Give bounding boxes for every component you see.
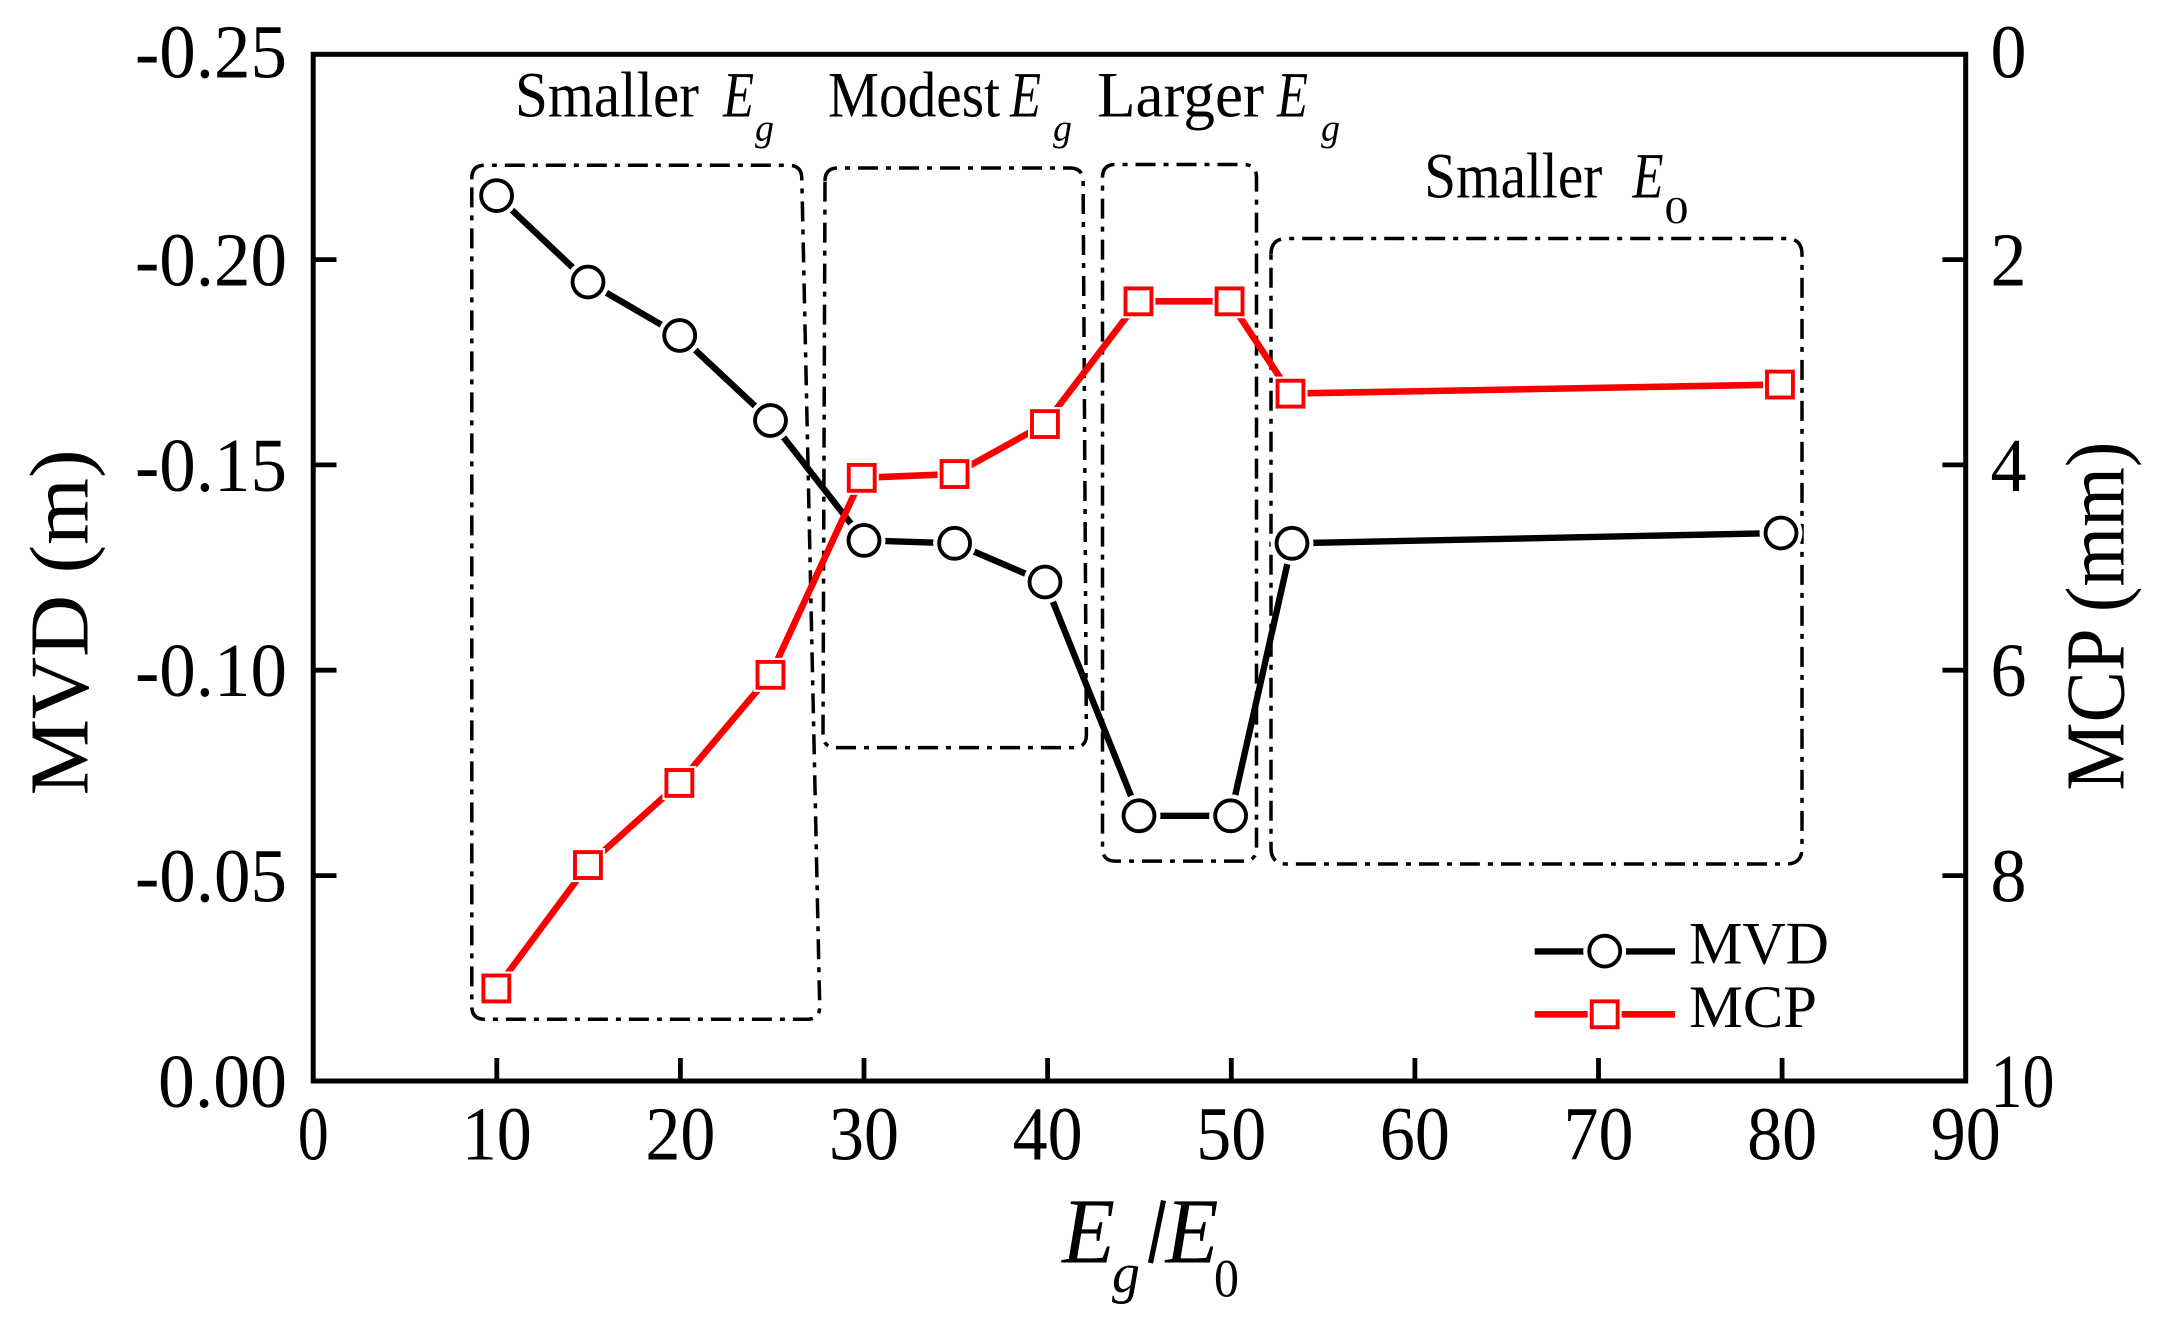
svg-text:8: 8 — [1991, 834, 2027, 919]
svg-text:E: E — [1164, 1181, 1219, 1284]
svg-text:4: 4 — [1991, 423, 2027, 508]
svg-text:40: 40 — [1013, 1092, 1083, 1177]
svg-text:Smaller: Smaller — [515, 60, 699, 131]
svg-text:10: 10 — [462, 1092, 532, 1177]
svg-text:g: g — [1053, 108, 1072, 150]
svg-text:0: 0 — [298, 1092, 329, 1177]
svg-text:80: 80 — [1747, 1092, 1817, 1177]
svg-text:2: 2 — [1991, 218, 2027, 303]
svg-text:0.00: 0.00 — [158, 1039, 287, 1124]
svg-text:MCP (mm): MCP (mm) — [2050, 442, 2143, 791]
svg-text:0: 0 — [1991, 9, 2027, 94]
svg-text:90: 90 — [1931, 1092, 2001, 1177]
svg-text:g: g — [1321, 108, 1340, 150]
svg-text:g: g — [1112, 1243, 1140, 1305]
svg-text:20: 20 — [645, 1092, 715, 1177]
svg-text:Modest: Modest — [828, 60, 1000, 131]
svg-text:6: 6 — [1991, 628, 2027, 713]
svg-text:-0.05: -0.05 — [135, 834, 287, 919]
svg-text:E: E — [1009, 60, 1041, 131]
svg-text:Smaller: Smaller — [1424, 140, 1602, 211]
svg-text:E: E — [1060, 1181, 1115, 1284]
svg-text:-0.15: -0.15 — [135, 423, 287, 508]
svg-text:MCP: MCP — [1689, 974, 1817, 1041]
svg-text:10: 10 — [1991, 1039, 2055, 1124]
svg-text:Larger: Larger — [1097, 60, 1264, 131]
svg-text:E: E — [1632, 140, 1664, 211]
svg-text:50: 50 — [1196, 1092, 1266, 1177]
svg-text:70: 70 — [1564, 1092, 1634, 1177]
svg-text:E: E — [1276, 60, 1308, 131]
svg-text:E: E — [722, 60, 754, 131]
svg-text:MVD (m): MVD (m) — [13, 449, 106, 795]
svg-text:30: 30 — [829, 1092, 899, 1177]
svg-text:0: 0 — [1665, 190, 1689, 232]
svg-text:0: 0 — [1214, 1249, 1239, 1309]
svg-text:g: g — [755, 108, 774, 150]
svg-text:60: 60 — [1380, 1092, 1450, 1177]
svg-text:-0.10: -0.10 — [135, 628, 287, 713]
svg-text:MVD: MVD — [1689, 910, 1829, 977]
svg-text:-0.20: -0.20 — [135, 218, 287, 303]
svg-text:-0.25: -0.25 — [135, 9, 287, 94]
